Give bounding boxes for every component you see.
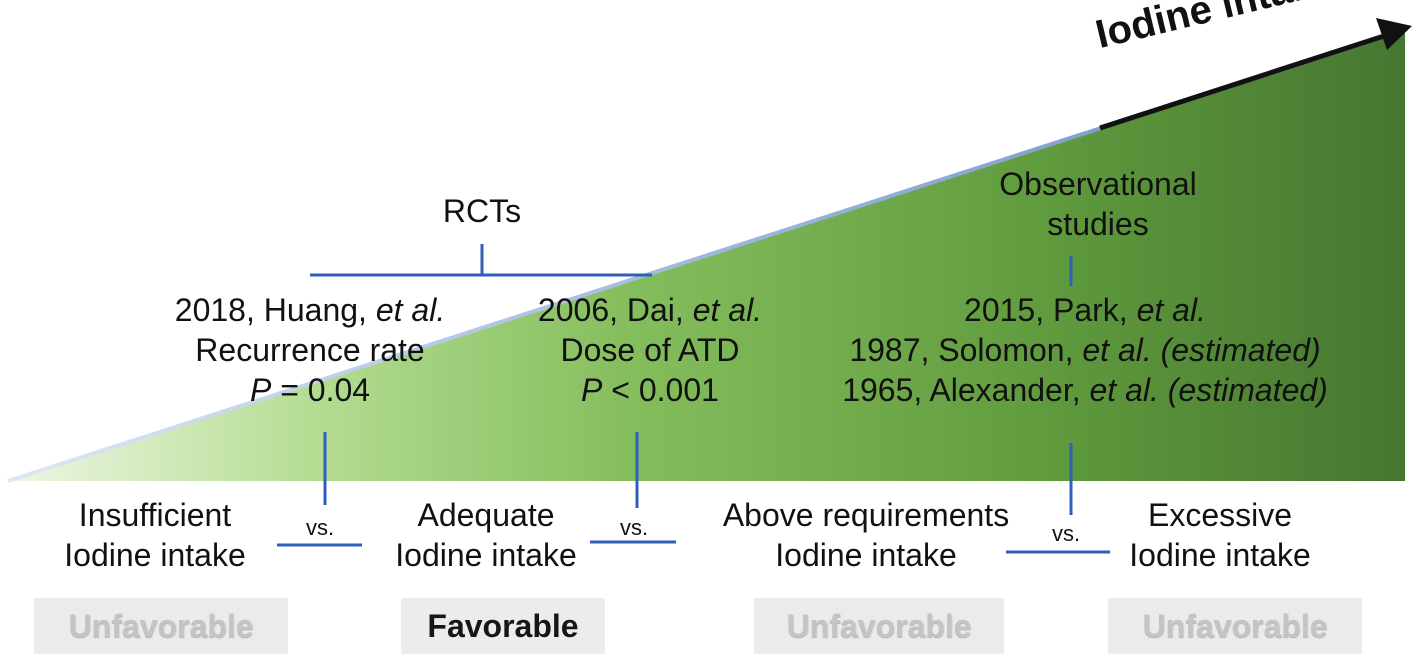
observational-header-line2: studies <box>1047 206 1149 242</box>
category-adequate-line1: Adequate <box>417 497 555 533</box>
alexander-citation: 1965, Alexander, et al. (estimated) <box>780 370 1390 410</box>
category-excessive-line2: Iodine intake <box>1129 537 1311 573</box>
dai-outcome: Dose of ATD <box>560 332 740 368</box>
badge-above-requirements: Unfavorable <box>754 598 1004 654</box>
intake-arrow-head <box>1376 18 1412 50</box>
category-above-line2: Iodine intake <box>775 537 957 573</box>
huang-cite-etal: et al. <box>375 292 446 328</box>
category-insufficient-line1: Insufficient <box>78 497 232 533</box>
observational-header-line1: Observational <box>999 166 1197 202</box>
vs-label-2: vs. <box>620 515 649 540</box>
huang-cite-prefix: 2018, Huang, <box>174 292 376 328</box>
badge-insufficient: Unfavorable <box>34 598 288 654</box>
park-citation: 2015, Park, et al. <box>780 290 1390 330</box>
category-excessive: Excessive Iodine intake <box>1100 495 1340 575</box>
category-insufficient-line2: Iodine intake <box>64 537 246 573</box>
solomon-cite-prefix: 1987, Solomon, <box>849 332 1083 368</box>
alexander-cite-etal: et al. (estimated) <box>1089 372 1328 408</box>
category-insufficient: Insufficient Iodine intake <box>30 495 280 575</box>
badge-excessive: Unfavorable <box>1108 598 1362 654</box>
category-adequate-line2: Iodine intake <box>395 537 577 573</box>
observational-header: Observational studies <box>920 164 1276 244</box>
dai-study: 2006, Dai, et al. Dose of ATD P < 0.001 <box>500 290 800 410</box>
huang-study: 2018, Huang, et al. Recurrence rate P = … <box>120 290 500 410</box>
park-cite-etal: et al. <box>1136 292 1206 328</box>
vs-label-1: vs. <box>306 515 335 540</box>
vs-label-3: vs. <box>1052 521 1081 546</box>
park-cite-prefix: 2015, Park, <box>964 292 1137 328</box>
badge-adequate: Favorable <box>401 598 605 654</box>
huang-p-number: = 0.04 <box>271 372 371 408</box>
dai-citation: 2006, Dai, et al. <box>500 290 800 330</box>
dai-p-value: P < 0.001 <box>500 370 800 410</box>
huang-p-value: P = 0.04 <box>120 370 500 410</box>
huang-citation: 2018, Huang, et al. <box>120 290 500 330</box>
dai-cite-etal: et al. <box>692 292 763 328</box>
huang-outcome: Recurrence rate <box>195 332 425 368</box>
category-excessive-line1: Excessive <box>1147 497 1293 533</box>
category-adequate: Adequate Iodine intake <box>355 495 617 575</box>
dai-p-number: < 0.001 <box>602 372 719 408</box>
dai-p-symbol: P <box>581 372 603 408</box>
dai-cite-prefix: 2006, Dai, <box>537 292 693 328</box>
solomon-cite-etal: et al. (estimated) <box>1082 332 1321 368</box>
solomon-citation: 1987, Solomon, et al. (estimated) <box>780 330 1390 370</box>
observational-studies: 2015, Park, et al. 1987, Solomon, et al.… <box>780 290 1390 410</box>
alexander-cite-prefix: 1965, Alexander, <box>842 372 1090 408</box>
huang-p-symbol: P <box>249 372 272 408</box>
category-above-line1: Above requirements <box>722 497 1010 533</box>
category-above-requirements: Above requirements Iodine intake <box>688 495 1044 575</box>
intake-arrow-shaft <box>1099 33 1385 131</box>
rcts-header: RCTs <box>442 193 522 229</box>
